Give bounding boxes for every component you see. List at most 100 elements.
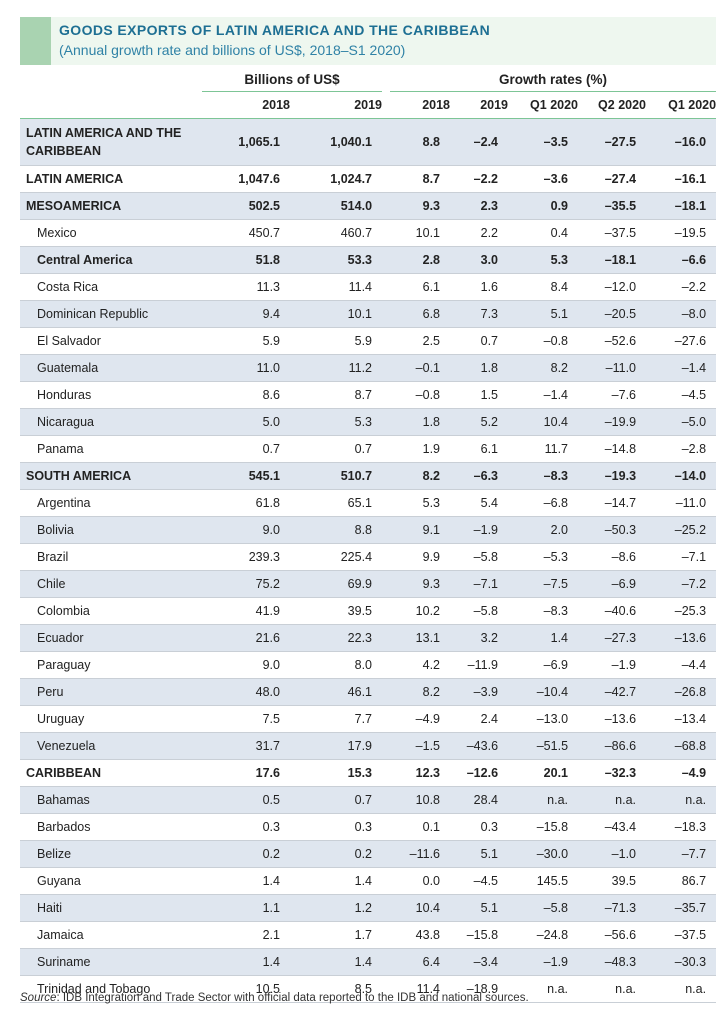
growth-cell: –2.4 [450,118,509,166]
row-label: SOUTH AMERICA [20,462,202,490]
growth-cell: 8.8 [390,118,451,166]
row-label: Brazil [20,543,202,571]
growth-cell: 3.2 [450,624,509,652]
row-label: Belize [20,840,202,868]
growth-cell: 28.4 [450,786,509,814]
growth-cell: –7.7 [646,840,717,868]
billions-cell: 65.1 [290,489,383,517]
column-header: 2019 [290,91,383,119]
table-header-banner: GOODS EXPORTS OF LATIN AMERICA AND THE C… [20,17,716,65]
spacer-cell [382,165,391,193]
source-label: Source [20,992,57,1004]
billions-cell: 21.6 [202,624,290,652]
billions-cell: 1.4 [202,867,290,895]
billions-cell: 514.0 [290,192,383,220]
growth-cell: –11.9 [450,651,509,679]
table-row: Trinidad and Tobago 10.5 8.5 11.4 –18.9 n.a. n… [20,975,717,1003]
growth-cell: –10.4 [508,678,579,706]
growth-cell: –35.5 [578,192,647,220]
row-label: Suriname [20,948,202,976]
table-row: Chile 75.2 69.9 9.3 –7.1 –7.5 –6.9 –7.2 [20,570,717,598]
billions-cell: 9.0 [202,651,290,679]
growth-cell: –32.3 [578,759,647,787]
growth-cell: 3.0 [450,246,509,274]
growth-cell: –4.4 [646,651,717,679]
growth-cell: 2.8 [390,246,451,274]
growth-cell: –7.2 [646,570,717,598]
column-header: Q1 2020 [508,91,579,119]
spacer-cell [382,246,391,274]
accent-bar [20,17,51,65]
table-row: Bahamas 0.5 0.7 10.8 28.4 n.a. n.a. n.a. [20,786,717,814]
billions-cell: 8.7 [290,381,383,409]
growth-cell: 6.8 [390,300,451,328]
group-header-row: Billions of US$ Growth rates (%) [20,67,717,92]
growth-cell: –4.9 [646,759,717,787]
billions-cell: 75.2 [202,570,290,598]
billions-cell: 239.3 [202,543,290,571]
growth-cell: 5.2 [450,408,509,436]
growth-cell: –13.4 [646,705,717,733]
row-label: Central America [20,246,202,274]
billions-cell: 1.4 [290,867,383,895]
billions-cell: 0.7 [290,786,383,814]
billions-cell: 41.9 [202,597,290,625]
growth-cell: –16.1 [646,165,717,193]
row-label: Honduras [20,381,202,409]
table-row: Costa Rica 11.3 11.4 6.1 1.6 8.4 –12.0 –2.2 [20,273,717,301]
billions-cell: 10.5 [202,975,290,1003]
billions-cell: 8.0 [290,651,383,679]
source-text: : IDB Integration and Trade Sector with … [56,992,529,1004]
spacer-cell [382,462,391,490]
growth-cell: –27.6 [646,327,717,355]
growth-cell: 4.2 [390,651,451,679]
growth-cell: 43.8 [390,921,451,949]
growth-cell: 8.7 [390,165,451,193]
column-header: 2018 [202,91,290,119]
spacer-cell [382,67,390,92]
billions-cell: 17.6 [202,759,290,787]
table-title: GOODS EXPORTS OF LATIN AMERICA AND THE C… [59,22,491,38]
table-row: Brazil 239.3 225.4 9.9 –5.8 –5.3 –8.6 –7.1 [20,543,717,571]
billions-cell: 5.9 [202,327,290,355]
growth-cell: –7.6 [578,381,647,409]
billions-cell: 1.7 [290,921,383,949]
growth-cell: 10.8 [390,786,451,814]
growth-cell: –11.0 [578,354,647,382]
growth-cell: 20.1 [508,759,579,787]
spacer-cell [382,118,391,166]
growth-cell: –3.5 [508,118,579,166]
row-label: Nicaragua [20,408,202,436]
growth-cell: 8.2 [390,462,451,490]
row-label: Panama [20,435,202,463]
row-label: Venezuela [20,732,202,760]
spacer-cell [382,678,391,706]
billions-cell: 8.6 [202,381,290,409]
spacer-cell [382,489,391,517]
growth-cell: –4.5 [450,867,509,895]
growth-cell: 9.3 [390,570,451,598]
billions-cell: 1,047.6 [202,165,290,193]
growth-cell: 8.2 [508,354,579,382]
growth-cell: 0.0 [390,867,451,895]
spacer-cell [382,408,391,436]
billions-cell: 0.5 [202,786,290,814]
growth-cell: –27.4 [578,165,647,193]
growth-cell: 1.8 [390,408,451,436]
growth-cell: 5.1 [450,840,509,868]
table-row: Dominican Republic 9.4 10.1 6.8 7.3 5.1 –20.5–… [20,300,717,328]
billions-cell: 7.5 [202,705,290,733]
billions-cell: 48.0 [202,678,290,706]
growth-cell: 1.8 [450,354,509,382]
growth-cell: –5.8 [450,597,509,625]
spacer-cell [382,921,391,949]
growth-cell: –8.0 [646,300,717,328]
growth-cell: 5.1 [508,300,579,328]
row-label: El Salvador [20,327,202,355]
table-row: SOUTH AMERICA 545.1 510.7 8.2 –6.3 –8.3 –19.3–… [20,462,717,490]
growth-cell: –19.5 [646,219,717,247]
billions-cell: 11.2 [290,354,383,382]
growth-cell: –37.5 [578,219,647,247]
spacer-cell [382,570,391,598]
growth-cell: –30.3 [646,948,717,976]
